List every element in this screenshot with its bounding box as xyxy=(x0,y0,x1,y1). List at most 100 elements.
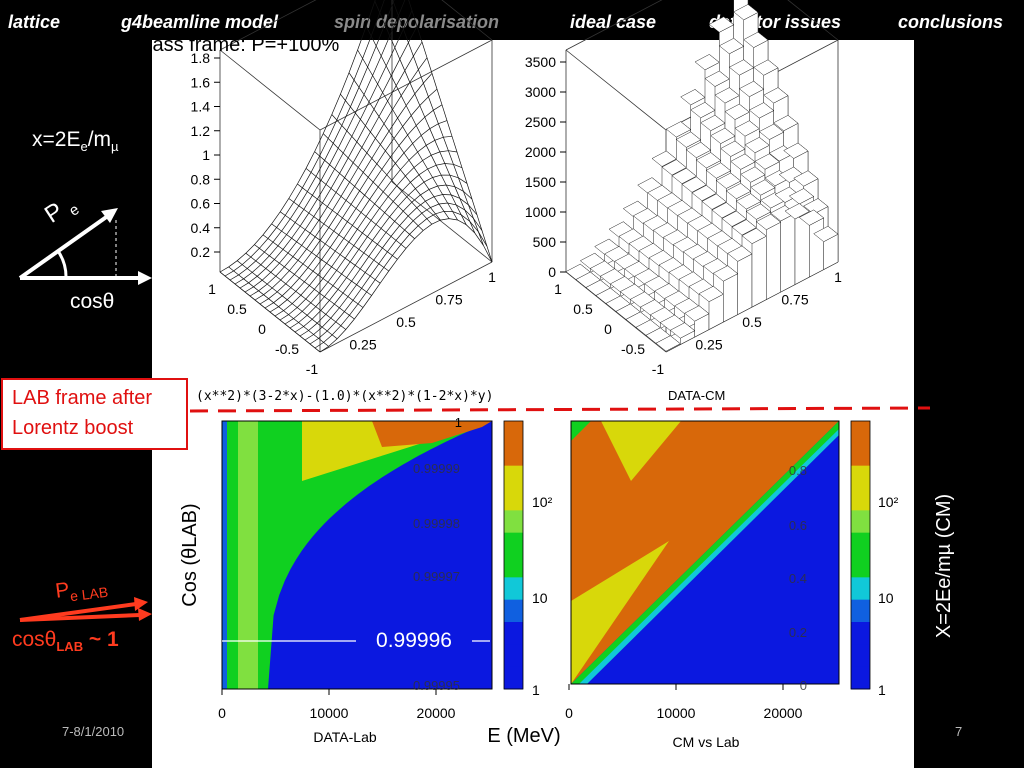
heatmap-yellow-region xyxy=(571,541,669,684)
lego-bar-top xyxy=(705,162,732,179)
y-tick-label: 0.2 xyxy=(789,625,807,640)
z-tick-label: 1.8 xyxy=(191,50,211,66)
box-edge xyxy=(319,39,493,131)
surface-mesh-line xyxy=(297,183,398,260)
surface-mesh-line xyxy=(284,150,458,325)
lab-costheta-arrow-head xyxy=(138,608,152,621)
costheta-lab-sub: LAB xyxy=(56,639,84,655)
lego-bar-top xyxy=(694,54,720,71)
lego-bar-top xyxy=(727,245,753,262)
surface-mesh-line xyxy=(374,1,476,234)
lego-bar-top xyxy=(734,120,760,137)
lego-bar-front xyxy=(766,221,781,300)
colorbar-tick-label: 1 xyxy=(532,682,540,698)
heatmap-frame xyxy=(221,420,493,690)
colorbar-segment xyxy=(504,644,523,668)
x-tick-label: 0.25 xyxy=(349,337,376,353)
colorbar-segment xyxy=(851,577,870,601)
colorbar-segment xyxy=(504,443,523,467)
surface-mesh-line xyxy=(348,72,450,219)
lego-bar-top xyxy=(708,16,735,33)
y-top-tick-label: 1 xyxy=(455,415,462,430)
nav-item-spin-depolarisation[interactable]: spin depolarisation xyxy=(334,12,500,32)
colorbar-segment xyxy=(851,644,870,668)
z-tick-label: 3500 xyxy=(525,54,556,70)
lego-bar-top xyxy=(684,305,710,322)
colorbar-segment xyxy=(851,465,870,489)
colorbar-segment xyxy=(504,488,523,511)
nav-item-conclusions[interactable]: conclusions xyxy=(898,12,1004,32)
colorbar-tick-label: 1 xyxy=(878,682,886,698)
lego-bar-front xyxy=(723,273,738,323)
box-edge xyxy=(219,49,321,131)
lego-bar-top xyxy=(738,80,765,97)
lego-bar-top xyxy=(695,152,722,169)
surface-mesh-line xyxy=(236,260,338,340)
colorbar-segment xyxy=(504,421,523,444)
x-definition-text: x=2E xyxy=(32,128,81,151)
colorbar-tick-label: 10² xyxy=(532,494,553,510)
lego-bar-top xyxy=(725,183,752,200)
surface-mesh-line xyxy=(288,198,390,272)
nav-item-g4beamline-model[interactable]: g4beamline model xyxy=(121,12,279,32)
colorbar-frame xyxy=(503,420,524,690)
lego-bar-top xyxy=(740,166,766,183)
lego-bar-top xyxy=(773,115,799,132)
colorbar-segment xyxy=(504,599,523,623)
lego-bar-top xyxy=(665,121,692,138)
x-tick-label: 0.5 xyxy=(396,314,416,330)
surface-mesh-line xyxy=(314,151,415,239)
heatmap-yellow-wedge xyxy=(601,421,681,481)
z-tick-label: 2000 xyxy=(525,144,556,160)
y-axis-label: X=2Ee/mµ (CM) xyxy=(933,494,955,638)
nav-item-lattice[interactable]: lattice xyxy=(8,12,61,32)
colorbar-segment xyxy=(851,443,870,467)
box-edge xyxy=(441,0,493,41)
y-tick-label: -0.5 xyxy=(275,341,299,357)
colorbar-segment xyxy=(504,666,523,690)
lego-bar-top xyxy=(681,176,707,193)
costheta-lab-tail: ~ 1 xyxy=(83,628,119,651)
z-tick-label: 1 xyxy=(202,147,210,163)
lego-bar-top xyxy=(755,213,782,230)
lego-bar-top xyxy=(783,142,809,159)
colorbar-segment xyxy=(504,532,523,556)
colorbar-segment xyxy=(504,577,523,601)
x-definition: x=2Ee/mµ xyxy=(32,128,119,154)
box-edge xyxy=(219,0,317,51)
colorbar-segment xyxy=(851,599,870,623)
y-tick-label: -1 xyxy=(306,361,319,377)
z-tick-label: 0.8 xyxy=(191,171,211,187)
x-tick-label: 0.25 xyxy=(695,337,722,353)
nav-item-ideal-case[interactable]: ideal case xyxy=(570,12,657,32)
x-tick-label: 10000 xyxy=(657,705,696,721)
y-tick-label: 0.5 xyxy=(573,301,593,317)
x-tick-label: 0.75 xyxy=(435,292,462,308)
surface-mesh-line xyxy=(322,133,424,231)
y-axis-label: Cos (θLAB) xyxy=(179,503,201,606)
costheta-lab-label: cosθLAB ~ 1 xyxy=(12,628,119,654)
z-tick-label: 1.2 xyxy=(191,123,211,139)
lego-bar-top xyxy=(675,131,702,148)
lego-title: DATA-CM xyxy=(668,388,725,403)
lego-bar-top xyxy=(744,137,770,154)
lego-bar-top xyxy=(718,38,745,55)
y-tick-label: -1 xyxy=(652,361,665,377)
costheta-label: cosθ xyxy=(70,290,115,313)
lego-bar-top xyxy=(730,153,756,170)
y-tick-label: 0 xyxy=(258,321,266,337)
lego-bar-top xyxy=(803,198,829,215)
surface-mesh-line xyxy=(279,211,381,284)
surface-mesh-line xyxy=(357,49,458,221)
lego-bar-top xyxy=(784,203,810,220)
lab-frame-line1: LAB frame after xyxy=(12,387,153,409)
x-tick-label: 0.5 xyxy=(742,314,762,330)
lego-bar-top xyxy=(758,123,785,140)
box-edge xyxy=(565,0,663,51)
colorbar-tick-label: 10 xyxy=(532,590,548,606)
lab-pe-arrow xyxy=(19,602,137,622)
lego-bar-top xyxy=(748,102,775,119)
cm-vs-lab-heatmap: 0.8 0.6 0.4 0.2 0 0 10000 20000 CM vs Lab X=2Ee/m… xyxy=(565,420,955,750)
costheta-arrow-head xyxy=(138,271,152,285)
